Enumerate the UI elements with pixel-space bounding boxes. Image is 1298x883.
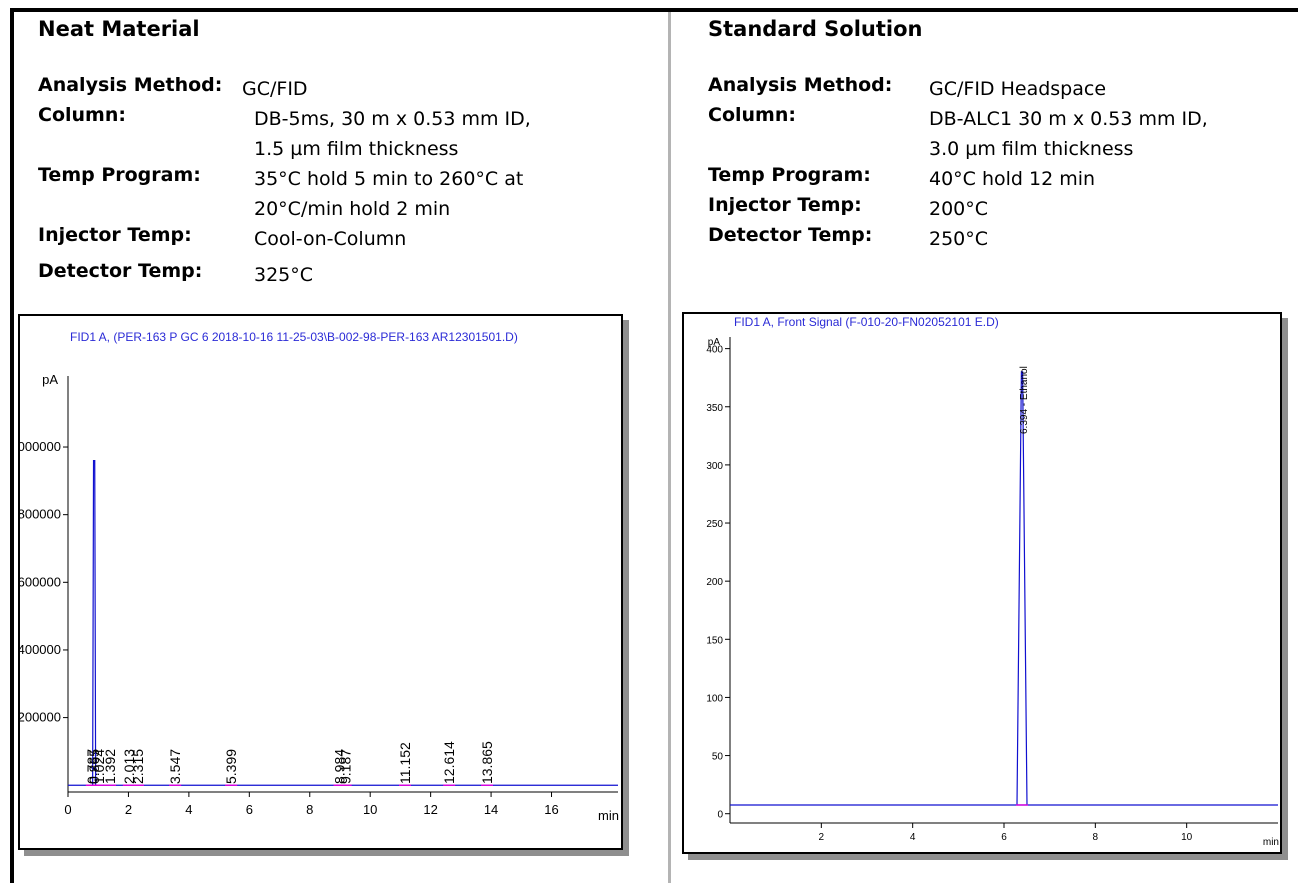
info-value: 35°C hold 5 min to 260°C at 20°C/min hol… (254, 164, 523, 224)
info-value-line: DB-ALC1 30 m x 0.53 mm ID, (929, 108, 1208, 130)
peak-label: 12.614 (441, 741, 457, 784)
x-tick-label: 2 (819, 832, 825, 843)
panel-title: Neat Material (38, 17, 200, 41)
x-unit-label: min (598, 808, 619, 823)
x-tick-label: 4 (185, 802, 192, 817)
peak-label: 1.024 (91, 749, 107, 784)
x-tick-label: 10 (1181, 832, 1193, 843)
info-label: Analysis Method: (38, 74, 223, 96)
info-value-line: 40°C hold 12 min (929, 168, 1096, 190)
standard-chromatogram-svg: FID1 A, Front Signal (F-010-20-FN0205210… (706, 315, 1279, 848)
info-value: 325°C (254, 260, 313, 290)
peak-label: 9.187 (338, 749, 354, 784)
info-value-line: 250°C (929, 228, 989, 250)
x-tick-label: 8 (1093, 832, 1099, 843)
info-value-line: DB-5ms, 30 m x 0.53 mm ID, (254, 108, 531, 130)
y-tick-label: 150 (706, 635, 723, 646)
info-value: 40°C hold 12 min (929, 164, 1095, 194)
y-tick-label: 1000000 (20, 439, 61, 454)
x-tick-label: 6 (246, 802, 253, 817)
y-tick-label: 0 (717, 810, 723, 821)
signal-title: FID1 A, Front Signal (F-010-20-FN0205210… (734, 315, 999, 329)
info-value-line: 35°C hold 5 min to 260°C at (254, 168, 524, 190)
x-tick-label: 10 (363, 802, 377, 817)
info-value: 250°C (929, 224, 988, 254)
x-unit-label: min (1263, 837, 1279, 848)
peak-label: 11.152 (397, 742, 413, 784)
info-label: Analysis Method: (708, 74, 893, 96)
panel-divider (668, 12, 671, 883)
y-tick-label: 200000 (20, 710, 61, 725)
x-tick-label: 6 (1001, 832, 1007, 843)
x-tick-label: 12 (423, 802, 437, 817)
x-tick-label: 16 (544, 802, 558, 817)
x-tick-label: 0 (64, 802, 71, 817)
y-unit-label: pA (42, 372, 58, 387)
info-label: Column: (38, 104, 126, 126)
x-tick-label: 4 (910, 832, 916, 843)
signal-peak (1016, 371, 1028, 805)
info-value: DB-5ms, 30 m x 0.53 mm ID, 1.5 µm film t… (254, 104, 531, 164)
info-label: Detector Temp: (708, 224, 873, 246)
info-value-line: GC/FID Headspace (929, 78, 1107, 100)
signal-peak (92, 459, 97, 786)
panel-title: Standard Solution (708, 17, 923, 41)
peak-label: 1.392 (102, 749, 118, 784)
peak-label: 8.984 (331, 749, 347, 784)
info-value-line: Cool-on-Column (254, 228, 407, 250)
y-tick-label: 250 (706, 519, 723, 530)
y-tick-label: 400 (706, 345, 723, 356)
y-tick-label: 800000 (20, 507, 61, 522)
info-label: Injector Temp: (708, 194, 862, 216)
x-tick-label: 14 (484, 802, 498, 817)
info-value: DB-ALC1 30 m x 0.53 mm ID, 3.0 µm film t… (929, 104, 1208, 164)
info-label: Temp Program: (38, 164, 201, 186)
peak-label: 2.013 (121, 749, 137, 784)
y-tick-label: 300 (706, 461, 723, 472)
y-tick-label: 200 (706, 577, 723, 588)
info-value: GC/FID (242, 74, 308, 104)
neat-chromatogram-svg: FID1 A, (PER-163 P GC 6 2018-10-16 11-25… (20, 330, 619, 823)
frame-top-border (10, 8, 1298, 12)
x-tick-label: 8 (306, 802, 313, 817)
peak-label: 2.315 (130, 749, 146, 784)
y-tick-label: 50 (712, 752, 724, 763)
y-tick-label: 400000 (20, 642, 61, 657)
info-label: Detector Temp: (38, 260, 203, 282)
y-tick-label: 600000 (20, 574, 61, 589)
y-tick-label: 100 (706, 693, 723, 704)
y-tick-label: 350 (706, 403, 723, 414)
info-value-line: GC/FID (242, 78, 308, 100)
info-value-line: 200°C (929, 198, 989, 220)
info-label: Temp Program: (708, 164, 871, 186)
peak-label: 5.399 (223, 749, 239, 784)
standard-chromatogram: FID1 A, Front Signal (F-010-20-FN0205210… (682, 312, 1282, 854)
info-label: Column: (708, 104, 796, 126)
signal-title: FID1 A, (PER-163 P GC 6 2018-10-16 11-25… (70, 330, 518, 344)
frame-left-border (10, 8, 14, 883)
info-value-line: 1.5 µm film thickness (254, 138, 459, 160)
info-label: Injector Temp: (38, 224, 192, 246)
neat-chromatogram: FID1 A, (PER-163 P GC 6 2018-10-16 11-25… (18, 314, 623, 850)
peak-label: 3.547 (167, 749, 183, 784)
peak-label: 13.865 (479, 741, 495, 784)
peak-label: 6.394 - Ethanol (1019, 366, 1030, 434)
info-value-line: 3.0 µm film thickness (929, 138, 1134, 160)
info-value: Cool-on-Column (254, 224, 406, 254)
info-value-line: 20°C/min hold 2 min (254, 198, 451, 220)
peak-label: 0.865 (86, 749, 102, 784)
info-value-line: 325°C (254, 264, 314, 286)
info-value: GC/FID Headspace (929, 74, 1106, 104)
x-tick-label: 2 (125, 802, 132, 817)
y-unit-label: pA (708, 337, 721, 348)
info-value: 200°C (929, 194, 988, 224)
